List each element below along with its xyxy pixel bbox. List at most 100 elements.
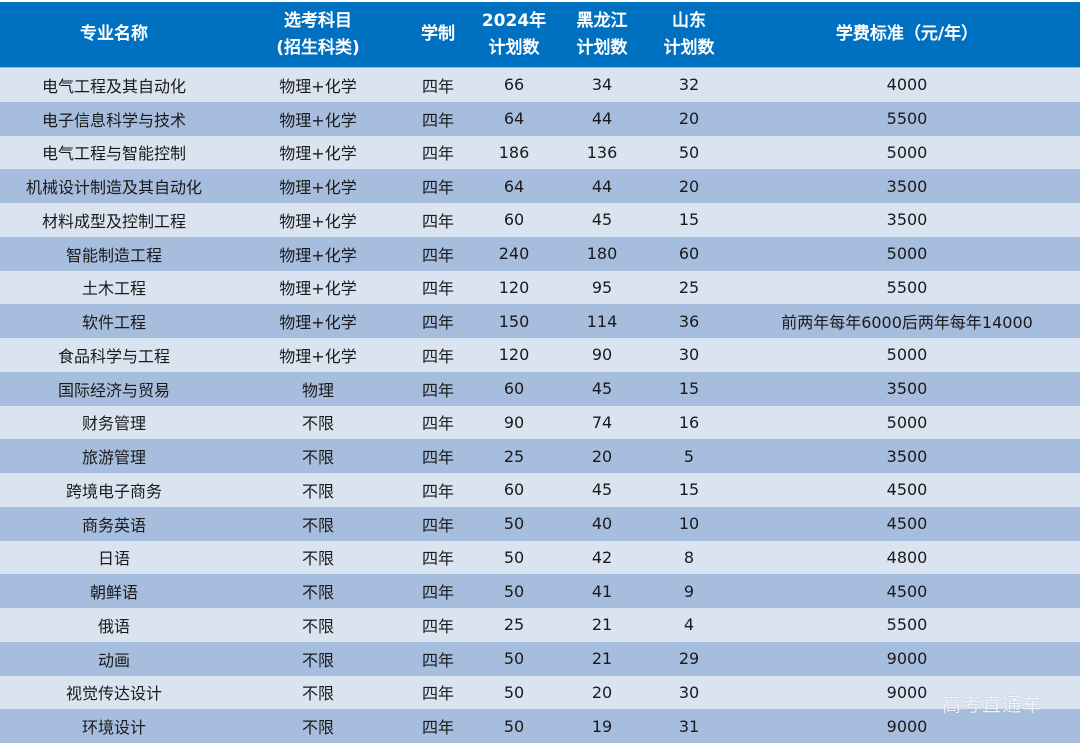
cell-plan2024: 60 [503, 480, 525, 500]
cell-duration: 四年 [421, 515, 454, 535]
table-row: 电子信息科学与技术 物理+化学 四年 64 44 20 5500 [0, 101, 1080, 136]
cell-tuition: 5500 [886, 615, 928, 635]
cell-major: 跨境电子商务 [65, 481, 162, 501]
cell-tuition: 5500 [886, 277, 928, 297]
table-row: 视觉传达设计 不限 四年 50 20 30 9000 [0, 675, 1080, 710]
cell-subject: 物理+化学 [279, 346, 357, 366]
cell-tuition: 3500 [886, 210, 928, 230]
table-row: 材料成型及控制工程 物理+化学 四年 60 45 15 3500 [0, 203, 1080, 237]
cell-major: 动画 [97, 650, 130, 670]
header-plan2024: 2024年 计划数 [468, 2, 560, 67]
cell-tuition: 5000 [886, 345, 928, 365]
cell-subject: 物理+化学 [279, 245, 357, 265]
table-row: 食品科学与工程 物理+化学 四年 120 90 30 5000 [0, 338, 1080, 372]
cell-sd: 60 [678, 244, 700, 264]
cell-duration: 四年 [421, 245, 454, 265]
header-sd-line1: 山东 [672, 10, 706, 31]
table-row: 商务英语 不限 四年 50 40 10 4500 [0, 506, 1080, 541]
cell-tuition: 9000 [886, 649, 928, 669]
table-row: 旅游管理 不限 四年 25 20 5 3500 [0, 439, 1080, 473]
header-tuition: 学费标准（元/年） [734, 2, 1080, 67]
table-row: 朝鲜语 不限 四年 50 41 9 4500 [0, 574, 1080, 608]
cell-tuition: 4500 [886, 514, 928, 534]
cell-sd: 8 [683, 547, 695, 567]
cell-tuition: 4000 [886, 75, 928, 95]
cell-duration: 四年 [421, 346, 454, 366]
cell-hlj: 45 [591, 480, 613, 500]
cell-plan2024: 64 [503, 109, 525, 129]
table-row: 环境设计 不限 四年 50 19 31 9000 [0, 709, 1080, 743]
cell-tuition: 3500 [886, 446, 928, 466]
cell-plan2024: 50 [503, 514, 525, 534]
cell-major: 电气工程及其自动化 [41, 76, 186, 96]
cell-duration: 四年 [421, 211, 454, 231]
header-heilongjiang: 黑龙江 计划数 [560, 2, 644, 67]
cell-major: 视觉传达设计 [65, 684, 162, 704]
cell-plan2024: 50 [503, 581, 525, 601]
cell-duration: 四年 [421, 76, 454, 96]
cell-duration: 四年 [421, 279, 454, 299]
cell-major: 软件工程 [81, 313, 146, 333]
cell-hlj: 180 [586, 244, 618, 264]
cell-subject: 不限 [301, 549, 334, 569]
cell-plan2024: 150 [498, 311, 530, 331]
table-row: 电气工程与智能控制 物理+化学 四年 186 136 50 5000 [0, 135, 1080, 170]
cell-duration: 四年 [421, 178, 454, 198]
cell-major: 旅游管理 [81, 448, 146, 468]
cell-tuition: 前两年每年6000后两年每年14000 [781, 313, 1033, 333]
cell-subject: 不限 [301, 583, 334, 603]
header-duration: 学制 [408, 2, 468, 67]
table-row: 软件工程 物理+化学 四年 150 114 36 前两年每年6000后两年每年14000 [0, 304, 1080, 338]
table-header: 专业名称 选考科目 (招生科类) 学制 2024年 计划数 黑龙江 计划数 山东… [0, 2, 1080, 68]
cell-duration: 四年 [421, 414, 454, 434]
cell-tuition: 5000 [886, 244, 928, 264]
cell-hlj: 20 [591, 682, 613, 702]
cell-sd: 36 [678, 311, 700, 331]
cell-hlj: 21 [591, 615, 613, 635]
cell-sd: 50 [678, 142, 700, 162]
cell-plan2024: 50 [503, 716, 525, 736]
cell-hlj: 136 [586, 142, 618, 162]
cell-sd: 20 [678, 176, 700, 196]
cell-plan2024: 50 [503, 649, 525, 669]
cell-major: 电子信息科学与技术 [41, 110, 186, 130]
cell-subject: 物理 [301, 380, 334, 400]
table-body: 电气工程及其自动化 物理+化学 四年 66 34 32 4000 电子信息科学与技术 物理+化学… [0, 68, 1080, 743]
table-row: 国际经济与贸易 物理 四年 60 45 15 3500 [0, 371, 1080, 406]
cell-hlj: 74 [591, 412, 613, 432]
cell-major: 土木工程 [81, 279, 146, 299]
cell-subject: 不限 [301, 718, 334, 738]
table-row: 电气工程及其自动化 物理+化学 四年 66 34 32 4000 [0, 68, 1080, 102]
cell-sd: 15 [678, 379, 700, 399]
header-plan2024-line2: 计划数 [488, 37, 540, 58]
header-shandong: 山东 计划数 [644, 2, 734, 67]
cell-sd: 25 [678, 277, 700, 297]
cell-hlj: 44 [591, 109, 613, 129]
cell-plan2024: 66 [503, 75, 525, 95]
cell-hlj: 19 [591, 716, 613, 736]
cell-subject: 不限 [301, 414, 334, 434]
header-major: 专业名称 [0, 2, 228, 67]
cell-sd: 16 [678, 412, 700, 432]
cell-duration: 四年 [421, 380, 454, 400]
cell-subject: 不限 [301, 515, 334, 535]
header-hlj-line1: 黑龙江 [576, 10, 628, 31]
cell-tuition: 9000 [886, 682, 928, 702]
header-subject-line1: 选考科目 [284, 10, 352, 31]
header-subject: 选考科目 (招生科类) [228, 2, 408, 67]
cell-major: 机械设计制造及其自动化 [25, 178, 202, 198]
cell-sd: 15 [678, 480, 700, 500]
cell-hlj: 34 [591, 75, 613, 95]
cell-major: 日语 [97, 549, 130, 569]
cell-tuition: 5500 [886, 109, 928, 129]
cell-subject: 物理+化学 [279, 110, 357, 130]
cell-plan2024: 120 [498, 345, 530, 365]
cell-duration: 四年 [421, 110, 454, 130]
cell-sd: 32 [678, 75, 700, 95]
cell-subject: 不限 [301, 481, 334, 501]
cell-sd: 9 [683, 581, 695, 601]
cell-plan2024: 25 [503, 615, 525, 635]
cell-sd: 31 [678, 716, 700, 736]
cell-sd: 10 [678, 514, 700, 534]
